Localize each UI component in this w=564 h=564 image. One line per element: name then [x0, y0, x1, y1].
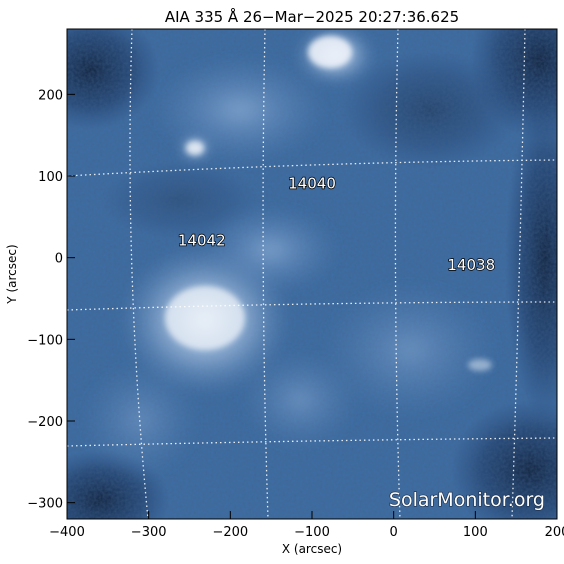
active-region-label: 14042: [178, 231, 226, 249]
x-tick-label: −400: [49, 525, 85, 540]
x-tick-label: 0: [390, 525, 398, 540]
y-tick-label: 200: [38, 88, 63, 103]
x-tick-label: 200: [545, 525, 564, 540]
y-tick-label: 100: [38, 170, 63, 185]
region-labels: 14040 14042 14038: [177, 174, 496, 275]
x-tick-label: −100: [294, 525, 330, 540]
figure-title: AIA 335 Å 26−Mar−2025 20:27:36.625: [165, 7, 459, 26]
y-tick-label: −300: [27, 497, 63, 512]
credit-watermark: SolarMonitor.org: [389, 489, 545, 511]
y-tick-label: −100: [27, 333, 63, 348]
x-tick-label: 100: [463, 525, 488, 540]
y-axis: −300 −200 −100 0 100 200: [27, 88, 75, 512]
active-region-label: 14038: [447, 256, 495, 274]
active-region-label: 14040: [288, 174, 336, 192]
x-tick-label: −300: [131, 525, 167, 540]
solar-image: [67, 29, 557, 519]
y-tick-label: −200: [27, 415, 63, 430]
x-axis-label: X (arcsec): [282, 542, 342, 556]
y-tick-label: 0: [55, 252, 63, 267]
x-axis: −400 −300 −200 −100 0 100 200: [49, 511, 564, 540]
heliographic-grid: [67, 29, 557, 519]
y-axis-label: Y (arcsec): [5, 244, 19, 304]
x-tick-label: −200: [212, 525, 248, 540]
